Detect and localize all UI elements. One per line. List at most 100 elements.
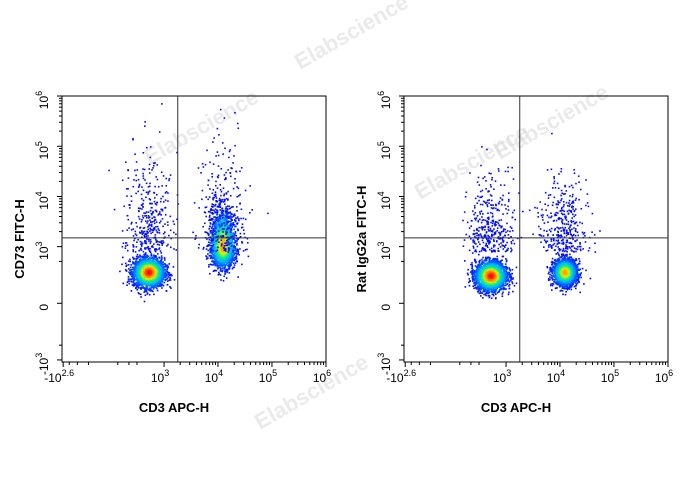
- event-dot: [219, 231, 221, 233]
- event-dot: [140, 283, 142, 286]
- event-dot: [224, 257, 226, 260]
- event-dot: [148, 190, 151, 192]
- event-dot: [143, 283, 145, 286]
- event-dot: [153, 282, 156, 285]
- event-dot: [152, 167, 154, 169]
- event-dot: [141, 261, 143, 263]
- event-dot: [223, 220, 226, 222]
- event-dot: [155, 274, 157, 277]
- event-dot: [141, 263, 143, 266]
- event-dot: [216, 228, 219, 231]
- event-dot: [222, 262, 224, 264]
- event-dot: [225, 254, 227, 257]
- event-dot: [211, 231, 213, 234]
- event-dot: [130, 270, 133, 273]
- event-dot: [146, 262, 148, 265]
- event-dot: [228, 262, 231, 264]
- event-dot: [206, 232, 209, 234]
- event-dot: [151, 257, 154, 260]
- event-dot: [220, 221, 223, 224]
- event-dot: [210, 208, 212, 210]
- event-dot: [151, 266, 153, 269]
- event-dot: [234, 241, 237, 244]
- event-dot: [214, 219, 216, 221]
- event-dot: [221, 212, 223, 215]
- event-dot: [150, 253, 153, 255]
- event-dot: [165, 177, 167, 180]
- event-dot: [152, 257, 154, 259]
- event-dot: [161, 244, 163, 246]
- event-dot: [159, 250, 162, 252]
- event-dot: [218, 221, 221, 224]
- event-dot: [216, 248, 218, 250]
- event-dot: [221, 198, 223, 201]
- event-dot: [227, 252, 230, 255]
- event-dot: [131, 268, 133, 271]
- event-dot: [216, 241, 218, 243]
- event-dot: [224, 207, 227, 210]
- event-dot: [145, 273, 148, 275]
- event-dot: [130, 290, 133, 292]
- event-dot: [162, 175, 165, 177]
- event-dot: [136, 275, 139, 277]
- event-dot: [143, 278, 145, 280]
- event-dot: [158, 285, 161, 287]
- event-dot: [209, 211, 211, 213]
- event-dot: [144, 265, 146, 267]
- event-dot: [227, 264, 229, 267]
- event-dot: [142, 281, 144, 284]
- event-dot: [128, 271, 130, 274]
- event-dot: [226, 225, 229, 227]
- event-dot: [153, 254, 155, 257]
- event-dot: [215, 180, 217, 183]
- event-dot: [140, 249, 143, 251]
- event-dot: [229, 259, 232, 261]
- event-dot: [156, 231, 158, 233]
- event-dot: [141, 256, 143, 259]
- event-dot: [132, 244, 134, 246]
- event-dot: [247, 242, 249, 244]
- event-dot: [218, 262, 220, 265]
- event-dot: [214, 269, 216, 272]
- event-dot: [141, 242, 144, 245]
- event-dot: [141, 270, 144, 273]
- event-dot: [205, 215, 207, 218]
- event-dot: [229, 224, 232, 226]
- event-dot: [159, 281, 162, 284]
- event-dot: [237, 187, 240, 190]
- event-dot: [135, 255, 138, 258]
- event-dot: [143, 260, 146, 262]
- event-dot: [224, 272, 227, 274]
- event-dot: [139, 270, 141, 273]
- event-dot: [226, 238, 228, 240]
- event-dot: [215, 253, 217, 255]
- watermark-text: Elabscience: [490, 79, 613, 164]
- event-dot: [155, 259, 158, 262]
- event-dot: [217, 239, 219, 242]
- event-dot: [227, 169, 229, 171]
- event-dot: [154, 263, 156, 265]
- event-dot: [232, 222, 235, 224]
- event-dot: [207, 249, 209, 252]
- event-dot: [237, 229, 239, 232]
- event-dot: [228, 244, 231, 247]
- event-dot: [146, 263, 148, 266]
- event-dot: [227, 233, 229, 235]
- event-dot: [227, 262, 229, 264]
- event-dot: [160, 240, 163, 242]
- event-dot: [219, 260, 221, 262]
- event-dot: [214, 254, 216, 256]
- event-dot: [158, 266, 161, 269]
- event-dot: [132, 278, 135, 280]
- event-dot: [172, 266, 175, 268]
- event-dot: [208, 238, 211, 241]
- event-dot: [219, 250, 222, 252]
- event-dot: [224, 273, 226, 275]
- event-dot: [142, 286, 144, 288]
- event-dot: [234, 112, 236, 114]
- event-dot: [148, 261, 151, 264]
- event-dot: [138, 183, 141, 186]
- event-dot: [228, 234, 231, 236]
- event-dot: [148, 270, 151, 272]
- event-dot: [208, 216, 211, 218]
